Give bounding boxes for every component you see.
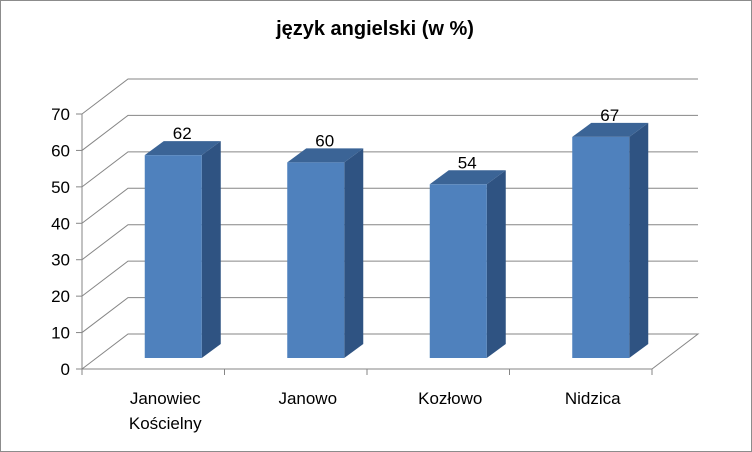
gridline bbox=[81, 297, 698, 333]
bar-top-face bbox=[144, 141, 221, 156]
bar bbox=[287, 162, 345, 358]
bar bbox=[429, 184, 487, 358]
gridline bbox=[81, 224, 698, 261]
gridline bbox=[81, 114, 698, 151]
bar-side-face bbox=[201, 141, 221, 358]
axes bbox=[76, 113, 700, 375]
labels: 0 10 20 30 40 50 60 70 62 Janowiec Kościelny 60 Jano… bbox=[51, 105, 621, 433]
bar-side-face bbox=[344, 148, 364, 358]
chart-floor bbox=[80, 333, 700, 370]
gridline bbox=[81, 260, 698, 297]
bars bbox=[144, 122, 649, 358]
category-label: Kościelny bbox=[129, 414, 202, 433]
category-label: Janowiec bbox=[130, 389, 201, 408]
y-tick-label: 30 bbox=[51, 251, 70, 270]
y-tick-label: 40 bbox=[51, 214, 70, 233]
gridline bbox=[81, 187, 698, 224]
bar-side-face bbox=[486, 170, 506, 358]
y-tick-label: 60 bbox=[51, 141, 70, 160]
data-label: 62 bbox=[173, 124, 192, 143]
y-tick-label: 50 bbox=[51, 178, 70, 197]
bar bbox=[572, 136, 630, 358]
gridlines bbox=[81, 78, 698, 333]
bar bbox=[144, 155, 202, 358]
chart-title: język angielski (w %) bbox=[276, 18, 474, 40]
bar-top-face bbox=[429, 170, 506, 185]
bar-top-face bbox=[287, 148, 364, 163]
gridline bbox=[81, 151, 698, 188]
data-label: 67 bbox=[600, 106, 619, 125]
bar-side-face bbox=[629, 122, 649, 358]
y-tick-label: 70 bbox=[51, 105, 70, 124]
y-tick-label: 0 bbox=[61, 360, 70, 379]
category-label: Janowo bbox=[278, 389, 337, 408]
data-label: 54 bbox=[458, 153, 477, 172]
gridline bbox=[81, 78, 698, 115]
y-tick-label: 10 bbox=[51, 324, 70, 343]
bar-top-face bbox=[572, 122, 649, 137]
y-tick-label: 20 bbox=[51, 287, 70, 306]
category-label: Kozłowo bbox=[418, 389, 482, 408]
category-label: Nidzica bbox=[565, 389, 621, 408]
data-label: 60 bbox=[315, 131, 334, 150]
